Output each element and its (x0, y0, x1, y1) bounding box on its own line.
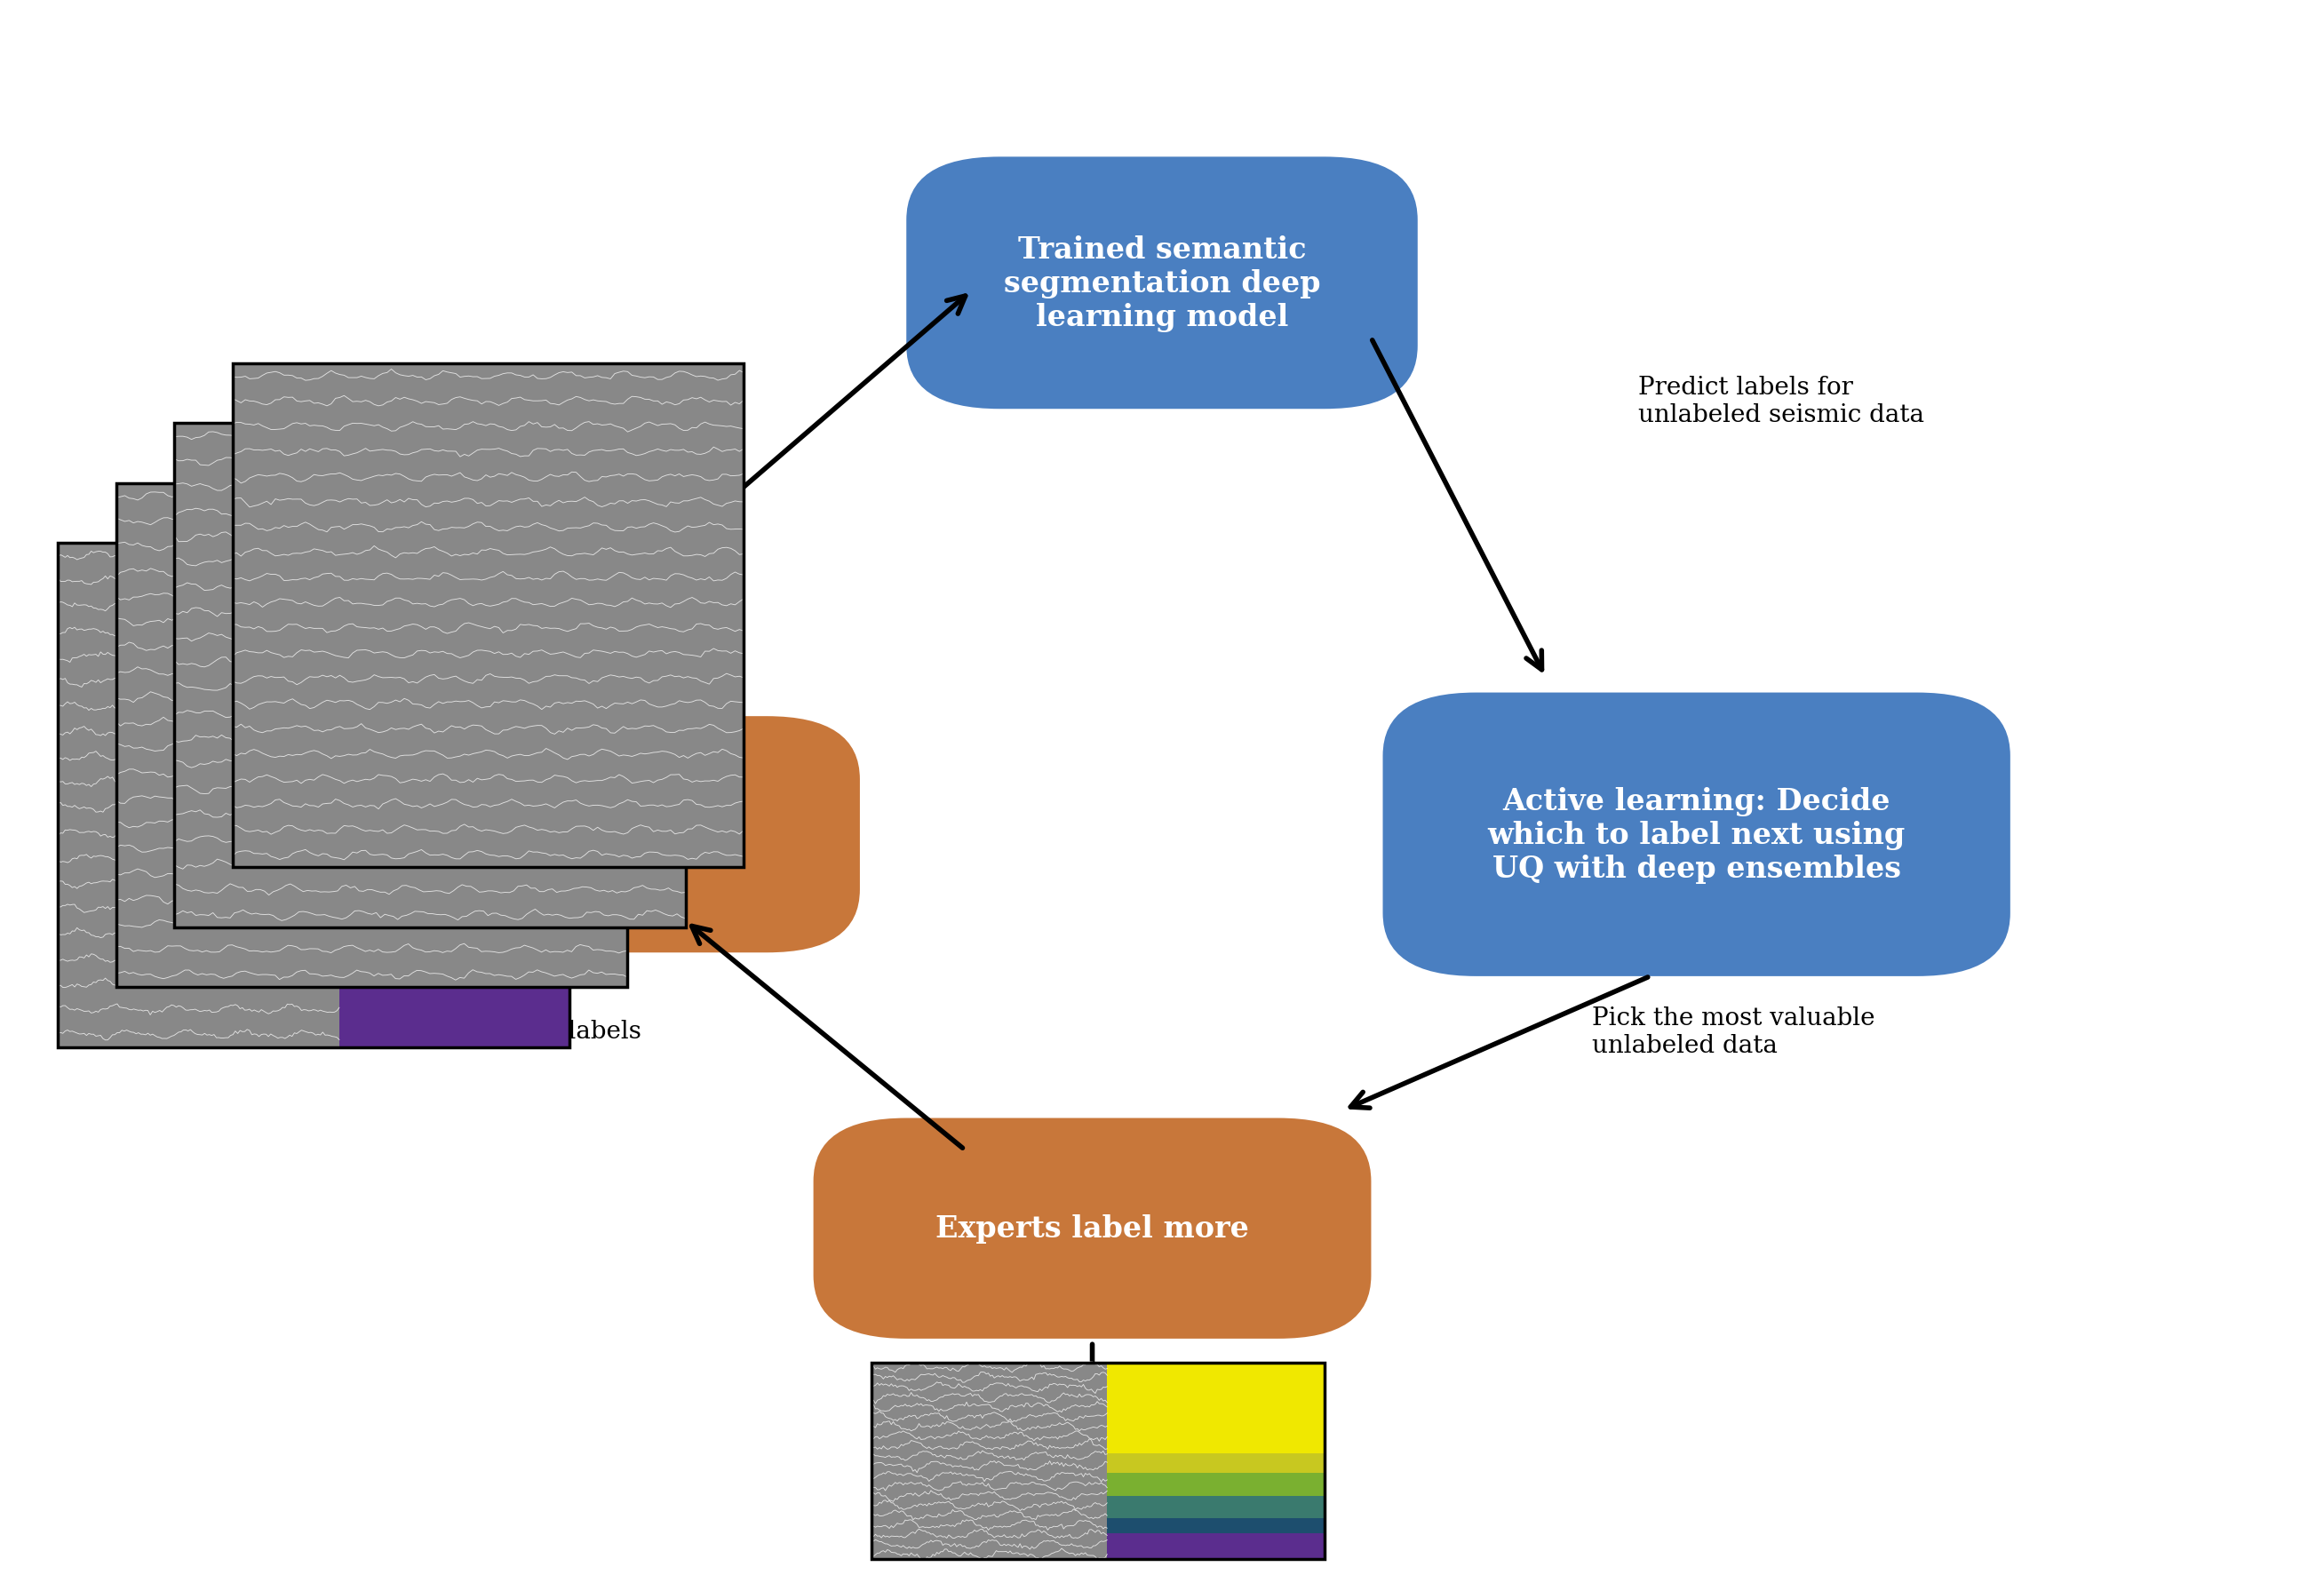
Text: Training: Training (632, 421, 739, 446)
Bar (1106, 1518, 1325, 1534)
Bar (339, 825, 569, 887)
Bar (872, 1362, 1106, 1559)
Text: Active learning: Decide
which to label next using
UQ with deep ensembles: Active learning: Decide which to label n… (1487, 786, 1906, 884)
Text: Add new labels: Add new labels (451, 1019, 641, 1044)
Bar (339, 942, 569, 981)
Bar (1106, 1362, 1325, 1452)
Text: Experts label more: Experts label more (937, 1214, 1248, 1243)
Bar (872, 1362, 1325, 1559)
Text: Pick the most valuable
unlabeled data: Pick the most valuable unlabeled data (1592, 1006, 1875, 1057)
FancyBboxPatch shape (395, 717, 860, 953)
Bar (339, 887, 569, 942)
FancyBboxPatch shape (906, 158, 1418, 410)
Bar (1106, 1496, 1325, 1518)
Text: Trained semantic
segmentation deep
learning model: Trained semantic segmentation deep learn… (1004, 235, 1320, 332)
Bar (1106, 1473, 1325, 1496)
Bar (116, 484, 627, 988)
Bar (232, 364, 744, 868)
Text: Limited
labelled data: Limited labelled data (521, 803, 734, 866)
FancyBboxPatch shape (1383, 693, 2010, 976)
Bar (339, 543, 569, 775)
Bar (339, 981, 569, 1047)
Bar (174, 424, 686, 928)
Bar (339, 775, 569, 825)
Bar (232, 364, 744, 868)
Bar (1106, 1452, 1325, 1473)
Bar (116, 484, 627, 988)
Bar (174, 424, 686, 928)
Bar (58, 543, 569, 1047)
Text: Predict labels for
unlabeled seismic data: Predict labels for unlabeled seismic dat… (1638, 376, 1924, 427)
FancyBboxPatch shape (813, 1118, 1371, 1339)
Bar (1106, 1534, 1325, 1559)
Bar (58, 543, 339, 1047)
